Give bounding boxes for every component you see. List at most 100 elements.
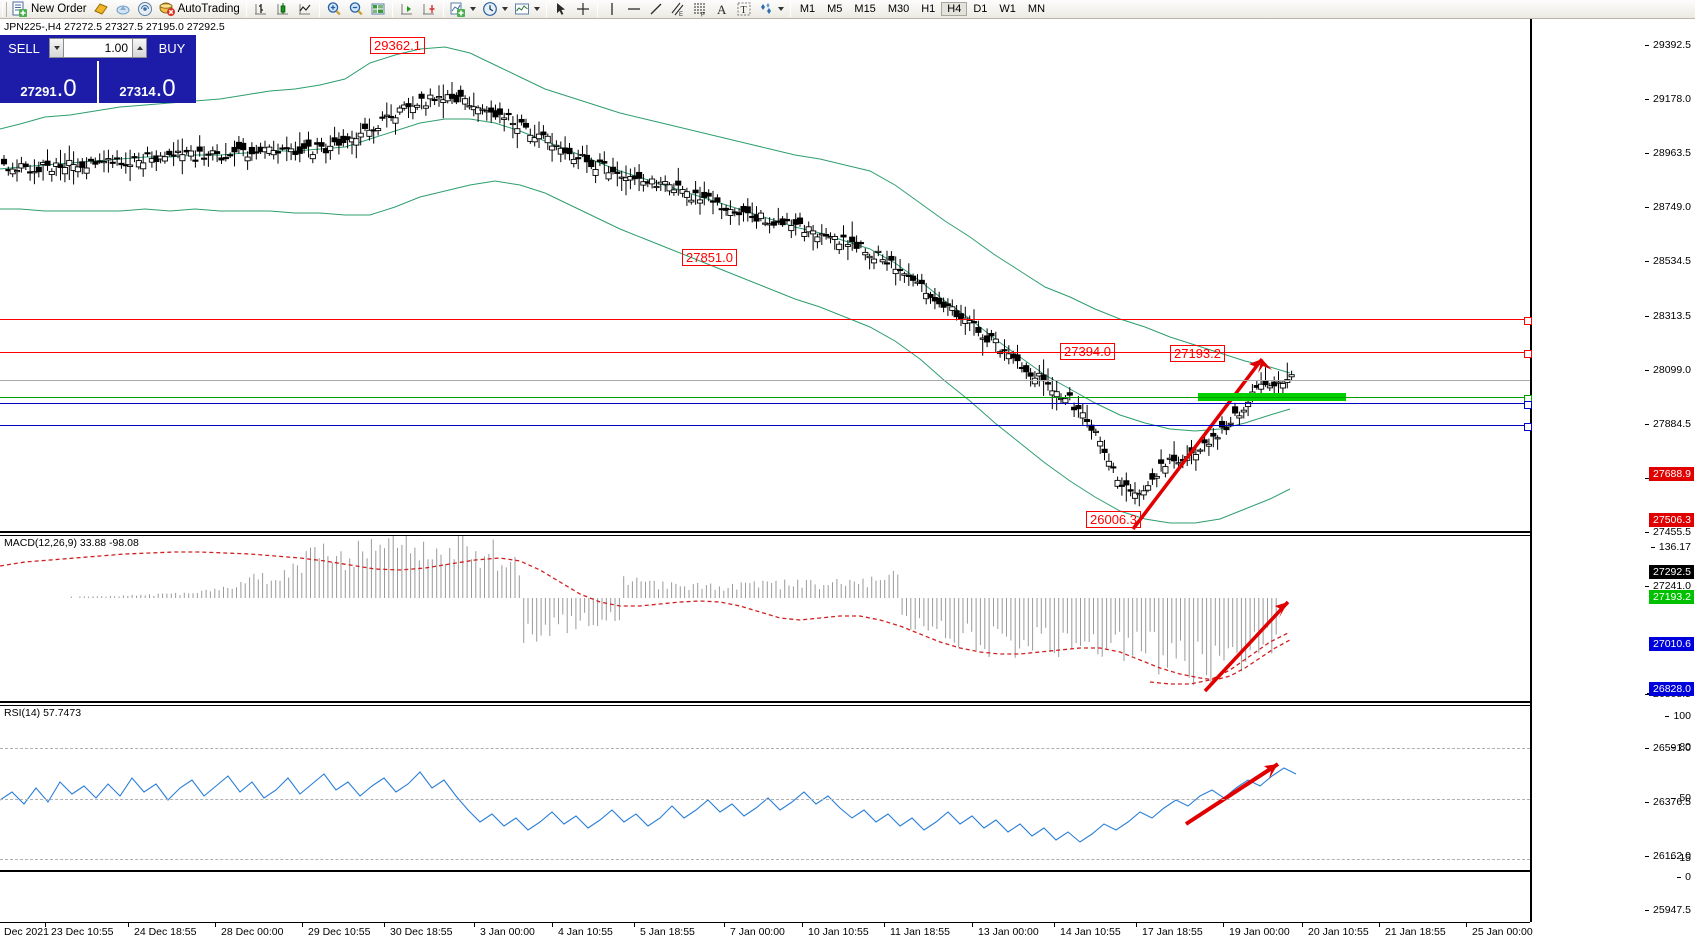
one-click-trade-panel[interactable]: SELL 1.00 BUY 27291.0 27314.0 xyxy=(0,35,196,103)
new-order-label: New Order xyxy=(31,3,87,15)
price-tick: 28099.0 xyxy=(1645,364,1691,376)
macd-pane[interactable]: MACD(12,26,9) 33.88 -98.08 xyxy=(0,535,1530,703)
time-tick xyxy=(802,923,803,927)
text-label-button[interactable]: A xyxy=(711,1,733,18)
time-tick xyxy=(1054,923,1055,927)
support-line-27010[interactable] xyxy=(0,401,1532,409)
fibonacci-button[interactable]: F xyxy=(689,1,711,18)
rsi-pane[interactable]: RSI(14) 57.7473 xyxy=(0,705,1530,872)
price-level-tag[interactable]: 27193.2 xyxy=(1649,590,1694,604)
sell-button[interactable]: SELL xyxy=(8,40,40,56)
time-label: 3 Jan 00:00 xyxy=(480,926,535,938)
bar-chart-icon xyxy=(253,1,269,17)
cursor-button[interactable] xyxy=(550,1,572,18)
buy-price-integer: 27314 xyxy=(119,84,156,99)
line-chart-button[interactable] xyxy=(294,1,316,18)
crosshair-button[interactable] xyxy=(572,1,594,18)
timeframe-mn[interactable]: MN xyxy=(1027,3,1046,15)
volume-increase-button[interactable] xyxy=(132,38,147,58)
annotation-27193[interactable]: 27193.2 xyxy=(1170,345,1225,362)
auto-scroll-button[interactable] xyxy=(396,1,418,18)
time-tick xyxy=(972,923,973,927)
timeframe-m30[interactable]: M30 xyxy=(887,3,910,15)
signals-button[interactable] xyxy=(90,1,112,18)
signals-icon xyxy=(93,1,109,17)
price-tick: 29178.0 xyxy=(1645,93,1691,105)
price-chart-svg xyxy=(0,46,1346,531)
templates-button[interactable] xyxy=(511,1,543,18)
target-line-27193[interactable] xyxy=(0,395,1532,403)
macd-tick: 136.17 xyxy=(1650,541,1691,553)
data-window-button[interactable] xyxy=(367,1,389,18)
svg-text:F: F xyxy=(701,13,705,18)
resistance-line-27506[interactable] xyxy=(0,350,1532,358)
new-order-button[interactable]: New Order xyxy=(9,1,90,18)
period-button[interactable] xyxy=(479,1,511,18)
horizontal-line-button[interactable] xyxy=(623,1,645,18)
volume-control[interactable]: 1.00 xyxy=(49,37,147,59)
price-pane[interactable]: 29362.1 27851.0 27394.0 27193.2 26006.3 xyxy=(0,19,1532,533)
autotrading-button[interactable]: AutoTrading xyxy=(156,1,243,18)
sell-price[interactable]: 27291.0 xyxy=(0,61,97,103)
price-level-tag[interactable]: 27292.5 xyxy=(1649,565,1694,579)
macd-trend-arrow[interactable] xyxy=(1203,600,1290,693)
macd-histogram xyxy=(70,536,1277,686)
timeframe-m15[interactable]: M15 xyxy=(854,3,876,15)
price-level-tag[interactable]: 26828.0 xyxy=(1649,682,1694,696)
time-tick xyxy=(1302,923,1303,927)
rsi-trend-arrow[interactable] xyxy=(1184,762,1280,826)
time-axis[interactable]: Dec 2021 23 Dec 10:55 24 Dec 18:55 28 Dec 0… xyxy=(0,922,1533,941)
timeframe-m1[interactable]: M1 xyxy=(799,3,816,15)
price-axis[interactable]: 29392.5 29178.0 28963.5 28749.0 28534.5 28313… xyxy=(1530,19,1695,922)
time-label: 25 Jan 00:00 xyxy=(1472,926,1533,938)
period-chevron-down-icon[interactable] xyxy=(501,7,508,11)
annotation-27394[interactable]: 27394.0 xyxy=(1060,343,1115,360)
trendline-button[interactable] xyxy=(645,1,667,18)
shapes-chevron-down-icon[interactable] xyxy=(777,7,784,11)
macd-title: MACD(12,26,9) 33.88 -98.08 xyxy=(4,537,142,549)
line-chart-icon xyxy=(297,1,313,17)
broadcast-button[interactable] xyxy=(134,1,156,18)
time-tick xyxy=(884,923,885,927)
candlestick-chart-button[interactable] xyxy=(272,1,294,18)
zoom-in-button[interactable] xyxy=(323,1,345,18)
templates-chevron-down-icon[interactable] xyxy=(533,7,540,11)
timeframe-d1[interactable]: D1 xyxy=(973,3,988,15)
volume-input[interactable]: 1.00 xyxy=(64,38,132,58)
cloud-button[interactable] xyxy=(112,1,134,18)
time-tick xyxy=(45,923,46,927)
time-label: 19 Jan 00:00 xyxy=(1229,926,1290,938)
zoom-in-icon xyxy=(326,1,342,17)
shapes-button[interactable] xyxy=(755,1,787,18)
equidistant-channel-button[interactable]: E xyxy=(667,1,689,18)
toolbar-grip[interactable] xyxy=(2,1,7,17)
timeframe-h1[interactable]: H1 xyxy=(921,3,936,15)
timeframe-h4[interactable]: H4 xyxy=(941,2,968,16)
price-level-tag[interactable]: 27506.3 xyxy=(1649,513,1694,527)
price-level-tag[interactable]: 27688.9 xyxy=(1649,467,1694,481)
resistance-line-27688[interactable] xyxy=(0,317,1532,325)
new-order-icon xyxy=(12,1,28,17)
indicators-button[interactable] xyxy=(447,1,479,18)
trend-arrow-up[interactable] xyxy=(1131,357,1272,531)
annotation-high[interactable]: 29362.1 xyxy=(370,37,425,54)
toolbar-separator-4 xyxy=(442,1,444,17)
price-level-tag[interactable]: 27010.6 xyxy=(1649,637,1694,651)
zoom-out-button[interactable] xyxy=(345,1,367,18)
timeframe-m5[interactable]: M5 xyxy=(827,3,843,15)
text-button[interactable]: T xyxy=(733,1,755,18)
vertical-line-button[interactable] xyxy=(601,1,623,18)
indicators-chevron-down-icon[interactable] xyxy=(469,7,476,11)
chart-area[interactable]: JPN225-,H4 27272.5 27327.5 27195.0 27292… xyxy=(0,19,1695,941)
buy-price[interactable]: 27314.0 xyxy=(99,61,196,103)
bar-chart-button[interactable] xyxy=(250,1,272,18)
time-tick xyxy=(215,923,216,927)
support-line-26828[interactable] xyxy=(0,423,1532,431)
annotation-low[interactable]: 26006.3 xyxy=(1086,511,1141,528)
time-label: 10 Jan 10:55 xyxy=(808,926,869,938)
annotation-27851[interactable]: 27851.0 xyxy=(682,249,737,266)
timeframe-w1[interactable]: W1 xyxy=(999,3,1016,15)
buy-button[interactable]: BUY xyxy=(158,40,186,56)
volume-decrease-button[interactable] xyxy=(49,38,64,58)
chart-shift-button[interactable] xyxy=(418,1,440,18)
